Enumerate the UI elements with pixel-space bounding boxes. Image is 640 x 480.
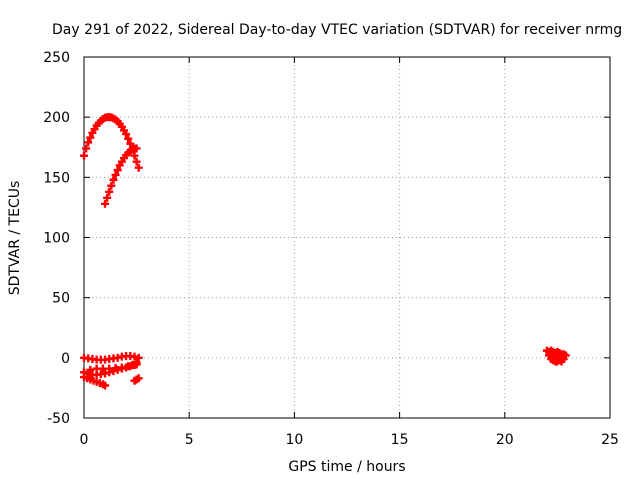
data-point-series-0 xyxy=(80,151,88,160)
data-point-series-0 xyxy=(124,134,133,143)
x-tick-label: 20 xyxy=(496,432,514,448)
x-axis-label: GPS time / hours xyxy=(288,459,405,475)
x-tick-label: 25 xyxy=(601,432,619,448)
data-points xyxy=(80,113,570,390)
data-point-series-0 xyxy=(126,139,135,148)
data-point-series-0 xyxy=(86,133,95,142)
data-point-series-5 xyxy=(117,363,126,372)
data-point-series-1 xyxy=(111,170,120,179)
data-point-series-0 xyxy=(132,157,141,166)
data-point-series-5 xyxy=(132,358,141,367)
y-tick-label: -50 xyxy=(47,411,70,427)
data-point-series-6 xyxy=(134,374,143,383)
x-tick-label: 15 xyxy=(391,432,409,448)
data-point-series-2 xyxy=(113,353,122,362)
y-tick-label: 200 xyxy=(43,110,70,126)
data-point-series-4 xyxy=(101,381,110,390)
y-tick-label: 0 xyxy=(61,351,70,367)
data-point-series-0 xyxy=(130,151,139,160)
data-point-series-5 xyxy=(124,362,133,371)
data-point-series-0 xyxy=(134,163,143,172)
plot-area xyxy=(83,56,611,419)
grid xyxy=(84,57,610,418)
data-point-series-2 xyxy=(130,352,139,361)
axis-ticks: 0 5 10 15 20 25 -50 0 50 100 150 200 250 xyxy=(43,50,619,448)
data-point-series-1 xyxy=(105,187,114,196)
data-point-series-5 xyxy=(128,361,137,370)
data-point-series-1 xyxy=(107,181,116,190)
data-point-series-7 xyxy=(561,351,570,360)
data-point-series-0 xyxy=(84,138,93,147)
y-tick-label: 250 xyxy=(43,50,70,66)
data-point-series-0 xyxy=(82,144,91,153)
chart-title: Day 291 of 2022, Sidereal Day-to-day VTE… xyxy=(52,22,622,38)
data-point-series-1 xyxy=(113,166,122,175)
y-tick-label: 150 xyxy=(43,170,70,186)
data-point-series-7 xyxy=(547,355,556,364)
data-point-series-3 xyxy=(101,369,110,378)
data-point-series-0 xyxy=(122,130,131,139)
x-tick-label: 0 xyxy=(80,432,89,448)
y-axis-label: SDTVAR / TECUs xyxy=(7,181,23,296)
x-tick-label: 5 xyxy=(185,432,194,448)
data-point-series-1 xyxy=(109,175,118,184)
data-point-series-1 xyxy=(101,199,110,208)
y-tick-label: 100 xyxy=(43,231,70,247)
data-point-series-1 xyxy=(103,193,112,202)
x-tick-label: 10 xyxy=(285,432,303,448)
data-point-series-5 xyxy=(86,365,95,374)
y-tick-label: 50 xyxy=(52,291,70,307)
data-point-series-2 xyxy=(134,353,143,362)
data-point-series-1 xyxy=(132,144,141,153)
